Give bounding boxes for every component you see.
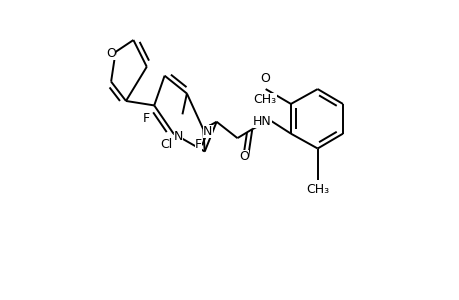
Text: O: O bbox=[260, 72, 269, 85]
Text: F: F bbox=[142, 112, 150, 125]
Text: Cl: Cl bbox=[160, 138, 172, 151]
Text: CH₃: CH₃ bbox=[305, 183, 329, 196]
Text: N: N bbox=[173, 130, 183, 142]
Text: O: O bbox=[106, 47, 116, 60]
Text: F: F bbox=[195, 138, 202, 151]
Text: O: O bbox=[239, 150, 248, 164]
Text: HN: HN bbox=[252, 115, 271, 128]
Text: N: N bbox=[203, 125, 212, 138]
Text: CH₃: CH₃ bbox=[253, 93, 276, 106]
